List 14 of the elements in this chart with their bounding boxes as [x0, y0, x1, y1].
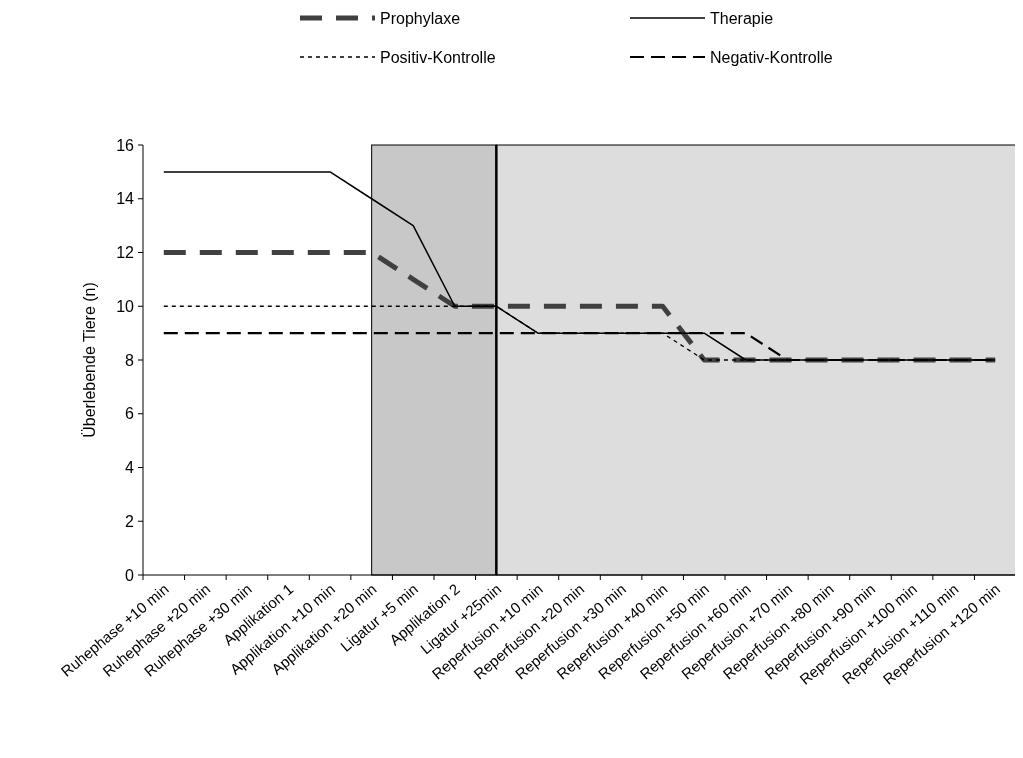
y-tick-label: 2: [125, 512, 135, 530]
y-tick-label: 10: [116, 297, 135, 315]
y-tick-label: 12: [116, 244, 135, 262]
y-tick-label: 6: [125, 405, 135, 423]
y-axis-title: Überlebende Tiere (n): [81, 282, 98, 438]
y-tick-label: 4: [125, 459, 135, 477]
y-tick-label: 16: [116, 136, 135, 154]
legend-label: Positiv-Kontrolle: [380, 48, 496, 66]
y-tick-label: 8: [125, 351, 135, 369]
y-tick-label: 14: [116, 190, 135, 208]
legend-label: Prophylaxe: [380, 9, 461, 27]
legend-label: Therapie: [710, 9, 774, 27]
y-tick-label: 0: [125, 566, 135, 584]
legend-label: Negativ-Kontrolle: [710, 48, 833, 66]
